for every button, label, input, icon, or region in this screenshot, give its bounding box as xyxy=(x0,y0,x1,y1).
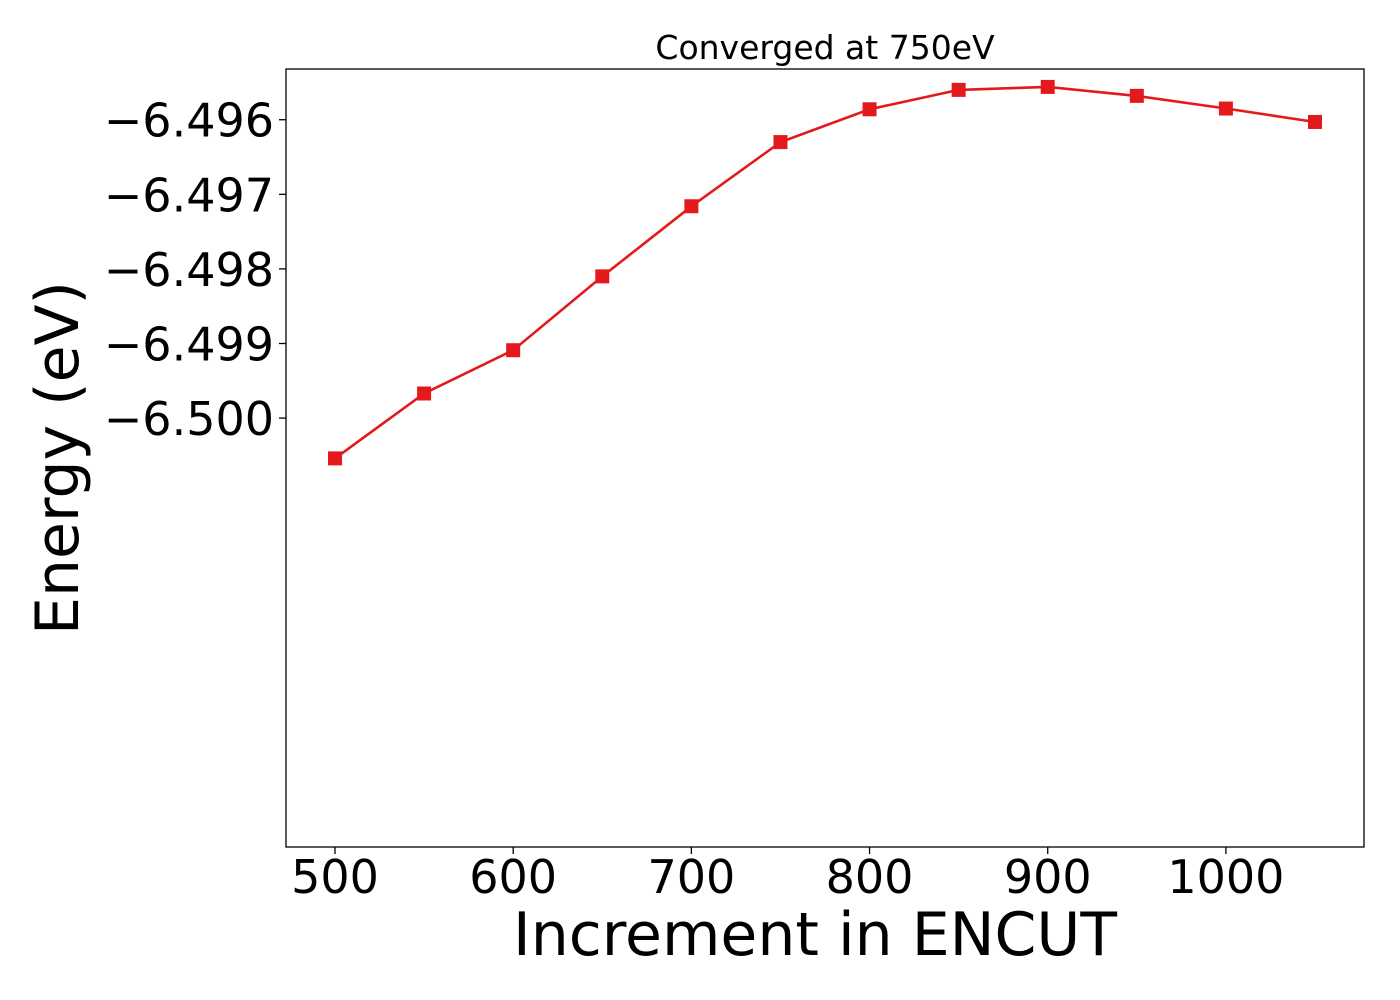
data-point xyxy=(862,102,877,117)
y-tick-label: −6.500 xyxy=(104,392,274,446)
data-point xyxy=(684,199,699,214)
y-axis-title: Energy (eV) xyxy=(23,281,93,635)
data-point xyxy=(328,451,342,466)
data-point xyxy=(773,135,788,150)
x-tick-label: 1000 xyxy=(1167,850,1284,904)
x-axis-title: Increment in ENCUT xyxy=(513,900,1117,970)
y-tick-label: −6.497 xyxy=(104,168,274,222)
plot-frame xyxy=(285,68,1365,848)
ticks: 500 600 700 800 900 1000 −6.496 −6.497 −6.498 −6.… xyxy=(104,94,1285,904)
data-point xyxy=(1218,101,1233,116)
data-point xyxy=(1308,114,1322,129)
y-tick-label: −6.499 xyxy=(104,318,274,372)
series-layer xyxy=(328,79,1322,466)
x-tick-label: 700 xyxy=(647,850,735,904)
data-point xyxy=(951,82,966,97)
x-tick-label: 900 xyxy=(1004,850,1092,904)
data-point xyxy=(595,269,610,284)
y-tick-label: −6.496 xyxy=(104,94,274,148)
data-point xyxy=(1040,79,1055,94)
x-tick-label: 500 xyxy=(291,850,379,904)
data-point xyxy=(506,343,521,358)
data-point xyxy=(417,386,432,401)
data-point xyxy=(1129,88,1144,103)
x-tick-label: 600 xyxy=(469,850,557,904)
chart-title: Converged at 750eV xyxy=(655,28,995,67)
y-tick-label: −6.498 xyxy=(104,243,274,297)
x-tick-label: 800 xyxy=(826,850,914,904)
series-line xyxy=(334,85,1316,460)
